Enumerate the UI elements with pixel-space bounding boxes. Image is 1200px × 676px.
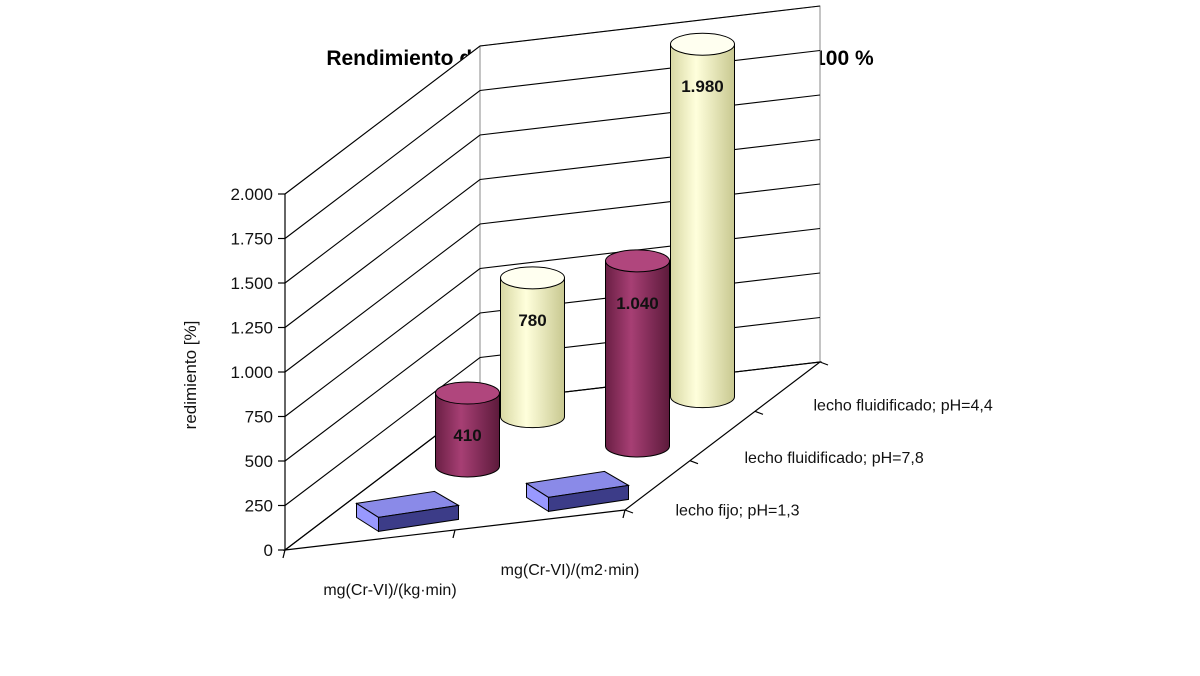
series-label: lecho fluidificado; pH=7,8 [745, 450, 924, 467]
y-tick-label: 1.500 [230, 274, 273, 293]
z-tick [819, 361, 829, 366]
z-tick [754, 410, 764, 415]
y-tick-label: 1.250 [230, 319, 273, 338]
data-label: 1.980 [681, 77, 724, 96]
y-tick-label: 1.750 [230, 230, 273, 249]
cylinder-body [670, 43, 735, 409]
x-tick [452, 529, 456, 539]
cylinder-body [605, 260, 670, 458]
z-tick [689, 460, 699, 465]
y-axis-title: redimiento [%] [181, 321, 200, 430]
data-label: 780 [518, 311, 546, 330]
cylinder-body [500, 277, 565, 429]
cylinder-top [670, 32, 735, 56]
bar-front-face [356, 502, 379, 533]
bar-front-face [526, 482, 549, 513]
series-label: lecho fijo; pH=1,3 [676, 502, 800, 519]
y-axis: 0 250 500 750 1.000 1.250 1.500 1.750 2.000 [230, 185, 286, 560]
y-tick-label: 250 [245, 497, 273, 516]
cylinder-top [605, 249, 670, 273]
cylinder-top [500, 266, 565, 290]
bar [525, 470, 630, 513]
gridline [284, 5, 821, 195]
y-tick-label: 0 [264, 541, 273, 560]
x-category-label: mg(Cr-VI)/(m2·min) [501, 562, 640, 579]
x-tick [282, 549, 286, 559]
y-tick-label: 2.000 [230, 185, 273, 204]
x-tick [622, 509, 626, 519]
bar [435, 381, 500, 478]
x-axis-labels: mg(Cr-VI)/(kg·min) mg(Cr-VI)/(m2·min) [282, 509, 640, 599]
cylinder-body [435, 392, 500, 478]
bar [670, 32, 735, 409]
bar [605, 249, 670, 458]
series-axis-labels: lecho fijo; pH=1,3 lecho fluidificado; pH… [624, 361, 993, 519]
y-tick-label: 750 [245, 408, 273, 427]
z-tick [624, 509, 634, 514]
y-tick-label: 1.000 [230, 363, 273, 382]
cylinder-top [435, 381, 500, 405]
data-label: 410 [453, 426, 481, 445]
bar [500, 266, 565, 429]
x-category-label: mg(Cr-VI)/(kg·min) [323, 582, 456, 599]
series-label: lecho fluidificado; pH=4,4 [814, 398, 993, 415]
y-tick-label: 500 [245, 452, 273, 471]
bars [355, 32, 735, 533]
bar [355, 490, 460, 533]
data-labels: 780 1.980 410 1.040 [453, 77, 723, 445]
data-label: 1.040 [616, 294, 659, 313]
